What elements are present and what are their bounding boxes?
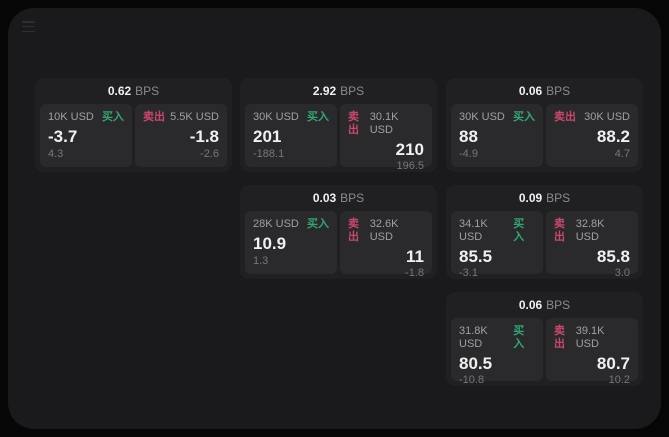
sell-button[interactable]: 卖出 bbox=[348, 218, 359, 243]
sell-button[interactable]: 卖出 bbox=[554, 218, 565, 243]
buy-amount: 31.8K USD bbox=[459, 325, 488, 350]
bps-value: 0.06 bbox=[518, 298, 543, 312]
buy-amount: 30K USD bbox=[459, 111, 505, 123]
bps-value: 0.09 bbox=[518, 191, 543, 205]
hamburger-menu-icon[interactable] bbox=[22, 21, 35, 32]
bps-header: 0.06 BPS bbox=[446, 292, 643, 318]
buy-panel[interactable]: 34.1K USD 买入 85.5 -3.1 bbox=[451, 211, 543, 279]
bps-value: 0.03 bbox=[312, 191, 337, 205]
quote-card: 0.09 BPS 34.1K USD 买入 85.5 -3.1 卖出 32.8K… bbox=[446, 185, 643, 279]
sell-price: 11 bbox=[406, 247, 424, 266]
buy-panel[interactable]: 30K USD 买入 201 -188.1 bbox=[245, 104, 337, 167]
bps-unit-label: BPS bbox=[135, 84, 160, 98]
buy-delta: -3.1 bbox=[459, 267, 478, 279]
sell-panel[interactable]: 卖出 39.1K USD 80.7 10.2 bbox=[546, 318, 638, 386]
quote-card: 0.06 BPS 31.8K USD 买入 80.5 -10.8 卖出 39.1… bbox=[446, 292, 643, 386]
quote-card-body: 34.1K USD 买入 85.5 -3.1 卖出 32.8K USD 85.8… bbox=[451, 211, 638, 279]
quote-card-body: 30K USD 买入 88 -4.9 卖出 30K USD 88.2 4.7 bbox=[451, 104, 638, 167]
menu-bar bbox=[22, 21, 35, 23]
buy-panel[interactable]: 31.8K USD 买入 80.5 -10.8 bbox=[451, 318, 543, 386]
bps-header: 0.62 BPS bbox=[35, 78, 232, 104]
sell-delta: 196.5 bbox=[396, 160, 424, 172]
sell-price: 85.8 bbox=[596, 247, 630, 266]
buy-panel[interactable]: 30K USD 买入 88 -4.9 bbox=[451, 104, 543, 167]
buy-button[interactable]: 买入 bbox=[513, 325, 525, 350]
sell-button[interactable]: 卖出 bbox=[143, 111, 165, 123]
buy-delta: -4.9 bbox=[459, 148, 478, 160]
menu-bar bbox=[22, 30, 35, 32]
sell-price: 80.7 bbox=[596, 354, 630, 373]
bps-unit-label: BPS bbox=[546, 84, 571, 98]
quote-card-body: 28K USD 买入 10.9 1.3 卖出 32.6K USD 11 -1.8 bbox=[245, 211, 432, 279]
sell-delta: 4.7 bbox=[614, 148, 630, 160]
buy-delta: 1.3 bbox=[253, 255, 269, 267]
sell-amount: 32.6K USD bbox=[369, 218, 399, 243]
buy-panel[interactable]: 10K USD 买入 -3.7 4.3 bbox=[40, 104, 132, 167]
bps-unit-label: BPS bbox=[546, 191, 571, 205]
buy-price: 201 bbox=[253, 127, 282, 146]
bps-unit-label: BPS bbox=[340, 191, 365, 205]
quote-card-body: 10K USD 买入 -3.7 4.3 卖出 5.5K USD -1.8 -2.… bbox=[40, 104, 227, 167]
buy-price: 88 bbox=[459, 127, 478, 146]
menu-bar bbox=[22, 25, 35, 28]
buy-amount: 28K USD bbox=[253, 218, 299, 230]
buy-button[interactable]: 买入 bbox=[307, 111, 329, 123]
buy-price: -3.7 bbox=[48, 127, 78, 146]
bps-header: 0.09 BPS bbox=[446, 185, 643, 211]
bps-value: 2.92 bbox=[312, 84, 337, 98]
bps-value: 0.62 bbox=[107, 84, 132, 98]
sell-panel[interactable]: 卖出 5.5K USD -1.8 -2.6 bbox=[135, 104, 227, 167]
sell-delta: -1.8 bbox=[405, 267, 424, 279]
sell-delta: 3.0 bbox=[614, 267, 630, 279]
buy-amount: 30K USD bbox=[253, 111, 299, 123]
buy-amount: 10K USD bbox=[48, 111, 94, 123]
sell-panel[interactable]: 卖出 32.8K USD 85.8 3.0 bbox=[546, 211, 638, 279]
buy-button[interactable]: 买入 bbox=[513, 218, 525, 243]
sell-button[interactable]: 卖出 bbox=[348, 111, 359, 136]
sell-amount: 39.1K USD bbox=[575, 325, 605, 350]
quote-card: 0.03 BPS 28K USD 买入 10.9 1.3 卖出 32.6K US… bbox=[240, 185, 437, 279]
sell-amount: 30.1K USD bbox=[369, 111, 399, 136]
sell-amount: 5.5K USD bbox=[170, 111, 219, 123]
buy-delta: -188.1 bbox=[253, 148, 285, 160]
buy-price: 85.5 bbox=[459, 247, 493, 266]
sell-panel[interactable]: 卖出 32.6K USD 11 -1.8 bbox=[340, 211, 432, 279]
buy-button[interactable]: 买入 bbox=[513, 111, 535, 123]
sell-button[interactable]: 卖出 bbox=[554, 111, 576, 123]
buy-amount: 34.1K USD bbox=[459, 218, 488, 243]
sell-price: 210 bbox=[395, 140, 424, 159]
sell-panel[interactable]: 卖出 30K USD 88.2 4.7 bbox=[546, 104, 638, 167]
quote-card: 0.62 BPS 10K USD 买入 -3.7 4.3 卖出 5.5K USD… bbox=[35, 78, 232, 172]
bps-header: 0.06 BPS bbox=[446, 78, 643, 104]
bps-unit-label: BPS bbox=[340, 84, 365, 98]
sell-panel[interactable]: 卖出 30.1K USD 210 196.5 bbox=[340, 104, 432, 172]
quote-card-body: 31.8K USD 买入 80.5 -10.8 卖出 39.1K USD 80.… bbox=[451, 318, 638, 386]
buy-button[interactable]: 买入 bbox=[102, 111, 124, 123]
bps-header: 0.03 BPS bbox=[240, 185, 437, 211]
sell-delta: 10.2 bbox=[608, 374, 630, 386]
sell-amount: 30K USD bbox=[584, 111, 630, 123]
quote-card: 0.06 BPS 30K USD 买入 88 -4.9 卖出 30K USD 8… bbox=[446, 78, 643, 172]
buy-price: 10.9 bbox=[253, 234, 287, 253]
buy-delta: -10.8 bbox=[459, 374, 485, 386]
sell-delta: -2.6 bbox=[200, 148, 219, 160]
sell-button[interactable]: 卖出 bbox=[554, 325, 565, 350]
buy-panel[interactable]: 28K USD 买入 10.9 1.3 bbox=[245, 211, 337, 274]
sell-price: -1.8 bbox=[189, 127, 219, 146]
bps-unit-label: BPS bbox=[546, 298, 571, 312]
buy-button[interactable]: 买入 bbox=[307, 218, 329, 230]
sell-amount: 32.8K USD bbox=[575, 218, 605, 243]
bps-header: 2.92 BPS bbox=[240, 78, 437, 104]
sell-price: 88.2 bbox=[596, 127, 630, 146]
bps-value: 0.06 bbox=[518, 84, 543, 98]
buy-price: 80.5 bbox=[459, 354, 493, 373]
buy-delta: 4.3 bbox=[48, 148, 64, 160]
quote-card-body: 30K USD 买入 201 -188.1 卖出 30.1K USD 210 1… bbox=[245, 104, 432, 172]
quote-card: 2.92 BPS 30K USD 买入 201 -188.1 卖出 30.1K … bbox=[240, 78, 437, 172]
